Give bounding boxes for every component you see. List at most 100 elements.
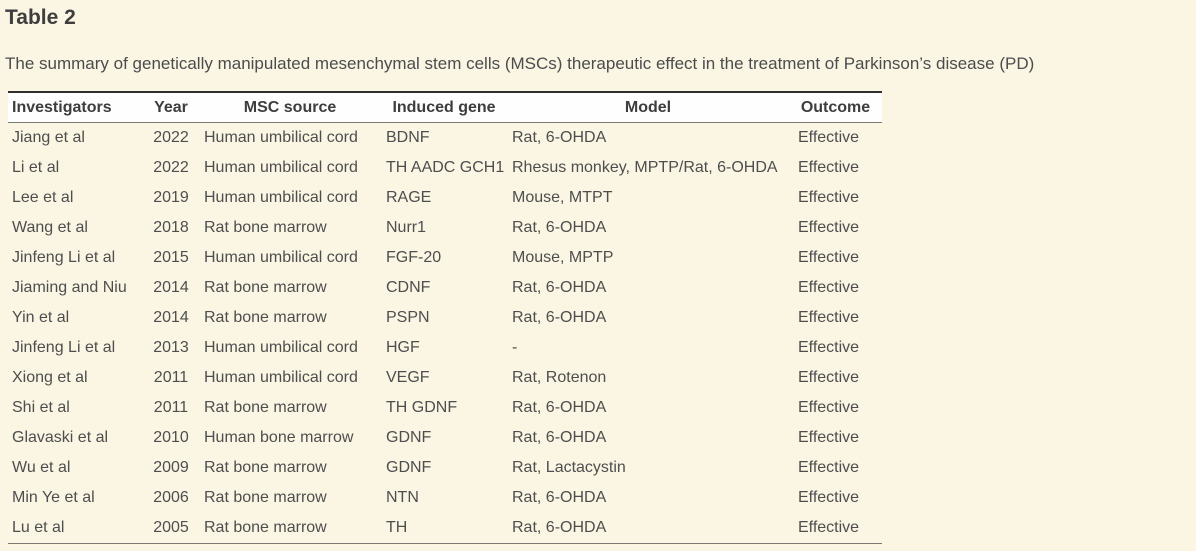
table-row: Glavaski et al 2010 Human bone marrow GDNF R…: [8, 423, 882, 453]
table-cell: RAGE: [386, 189, 432, 207]
table-cell: Lee et al: [12, 189, 74, 207]
table-cell: 2010: [153, 429, 189, 447]
table-cell: Human umbilical cord: [204, 369, 358, 387]
table-cell: Effective: [798, 189, 860, 207]
table-cell: 2011: [153, 399, 189, 417]
table-cell: Rat, 6-OHDA: [512, 129, 607, 147]
table-cell: Rat, Rotenon: [512, 369, 607, 387]
table-cell: -: [512, 339, 518, 357]
table-row: Jiang et al 2022 Human umbilical cord BDNF R…: [8, 123, 882, 154]
table-header: Investigators Year MSC source Induced ge…: [8, 92, 882, 123]
table-cell: 2006: [153, 489, 189, 507]
table-cell: Min Ye et al: [12, 489, 95, 507]
table-cell: Rat bone marrow: [204, 459, 327, 477]
table-cell: Rat, Lactacystin: [512, 459, 626, 477]
table-cell: Jiaming and Niu: [12, 279, 127, 297]
table-cell: Rhesus monkey, MPTP/Rat, 6-OHDA: [512, 159, 778, 177]
table-row: Wu et al 2009 Rat bone marrow GDNF Rat, Lact…: [8, 453, 882, 483]
table-cell: Effective: [798, 219, 860, 237]
table-cell: Rat, 6-OHDA: [512, 219, 607, 237]
table-cell: Human umbilical cord: [204, 339, 358, 357]
table-cell: Effective: [798, 279, 860, 297]
table-cell: TH: [386, 519, 408, 537]
table-row: Xiong et al 2011 Human umbilical cord VEGF R…: [8, 363, 882, 393]
table-cell: Effective: [798, 339, 860, 357]
table-cell: Mouse, MTPT: [512, 189, 613, 207]
table-cell: Human umbilical cord: [204, 159, 358, 177]
table-cell: 2018: [153, 219, 189, 237]
table-cell: CDNF: [386, 279, 431, 297]
table-cell: Effective: [798, 309, 860, 327]
table-cell: Rat, 6-OHDA: [512, 519, 607, 537]
table-row: Jinfeng Li et al 2015 Human umbilical cord…: [8, 243, 882, 273]
table-cell: 2009: [153, 459, 189, 477]
table-cell: Jinfeng Li et al: [12, 339, 116, 357]
table-cell: Effective: [798, 369, 860, 387]
column-header-outcome: Outcome: [800, 99, 871, 117]
table-cell: Lu et al: [12, 519, 65, 537]
table-title: Table 2: [5, 6, 76, 29]
table-cell: Rat bone marrow: [204, 489, 327, 507]
table-cell: 2014: [153, 309, 189, 327]
table-cell: 2015: [153, 249, 189, 267]
table-cell: Rat bone marrow: [204, 279, 327, 297]
table-body: Jiang et al 2022 Human umbilical cord BDNF R…: [8, 123, 882, 544]
column-header-year: Year: [154, 99, 188, 117]
table-cell: FGF-20: [386, 249, 442, 267]
table-cell: Rat, 6-OHDA: [512, 309, 607, 327]
table-row: Lee et al 2019 Human umbilical cord RAGE Mou…: [8, 183, 882, 213]
table-cell: Xiong et al: [12, 369, 88, 387]
table-cell: TH GDNF: [386, 399, 458, 417]
table-cell: Human bone marrow: [204, 429, 354, 447]
table-cell: Wang et al: [12, 219, 88, 237]
table-cell: Li et al: [12, 159, 60, 177]
table-cell: Effective: [798, 519, 860, 537]
table-cell: 2022: [153, 129, 189, 147]
table-cell: Human umbilical cord: [204, 189, 358, 207]
table-cell: Jinfeng Li et al: [12, 249, 116, 267]
table-cell: Rat, 6-OHDA: [512, 429, 607, 447]
table-row: Jiaming and Niu 2014 Rat bone marrow CDNF Ra…: [8, 273, 882, 303]
table-cell: 2022: [153, 159, 189, 177]
table-cell: GDNF: [386, 459, 432, 477]
table-cell: Rat bone marrow: [204, 219, 327, 237]
table-cell: GDNF: [386, 429, 432, 447]
column-header-msc-source: MSC source: [243, 99, 337, 117]
table-cell: TH AADC GCH1: [386, 159, 505, 177]
table-cell: Human umbilical cord: [204, 129, 358, 147]
table-row: Shi et al 2011 Rat bone marrow TH GDNF Rat, …: [8, 393, 882, 423]
table-cell: Yin et al: [12, 309, 70, 327]
column-header-induced-gene: Induced gene: [392, 99, 496, 117]
table-row: Wang et al 2018 Rat bone marrow Nurr1 Rat, 6…: [8, 213, 882, 243]
table-cell: Rat, 6-OHDA: [512, 489, 607, 507]
table-cell: 2011: [153, 369, 189, 387]
table-cell: PSPN: [386, 309, 430, 327]
table-header-row: Investigators Year MSC source Induced ge…: [8, 92, 882, 123]
table-cell: BDNF: [386, 129, 430, 147]
table-cell: Rat bone marrow: [204, 399, 327, 417]
msc-pd-summary-table: Investigators Year MSC source Induced ge…: [8, 91, 882, 545]
column-header-investigators: Investigators: [12, 99, 112, 117]
table-cell: Effective: [798, 249, 860, 267]
table-cell: Effective: [798, 489, 860, 507]
table-cell: Effective: [798, 159, 860, 177]
table-cell: Shi et al: [12, 399, 70, 417]
table-cell: Rat bone marrow: [204, 519, 327, 537]
table-row: Lu et al 2005 Rat bone marrow TH Rat, 6-OHDA…: [8, 513, 882, 544]
table-cell: Jiang et al: [12, 129, 85, 147]
table-cell: NTN: [386, 489, 419, 507]
table-cell: Glavaski et al: [12, 429, 109, 447]
table-cell: Effective: [798, 129, 860, 147]
table-cell: VEGF: [386, 369, 430, 387]
table-cell: Effective: [798, 459, 860, 477]
table-cell: Wu et al: [12, 459, 71, 477]
table-cell: Nurr1: [386, 219, 427, 237]
table-cell: Effective: [798, 399, 860, 417]
column-header-model: Model: [624, 99, 672, 117]
table-cell: Human umbilical cord: [204, 249, 358, 267]
table-cell: HGF: [386, 339, 420, 357]
table-cell: Rat, 6-OHDA: [512, 399, 607, 417]
table-row: Jinfeng Li et al 2013 Human umbilical cord…: [8, 333, 882, 363]
table-row: Yin et al 2014 Rat bone marrow PSPN Rat, 6-O…: [8, 303, 882, 333]
